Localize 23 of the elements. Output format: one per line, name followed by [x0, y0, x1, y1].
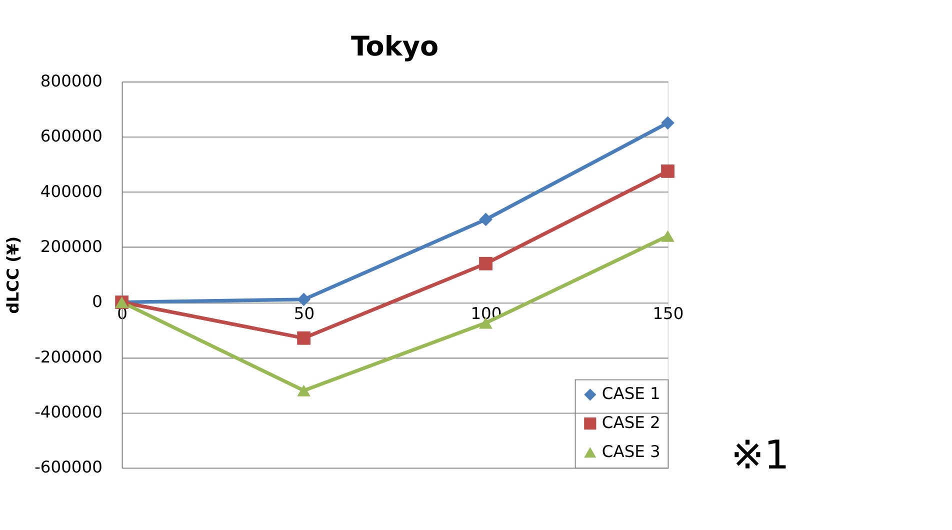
y-tick-label: 200000 — [40, 237, 102, 256]
point — [479, 256, 492, 270]
y-axis-title: dLCC (¥) — [3, 236, 22, 314]
point — [297, 331, 310, 345]
y-tick-label: 400000 — [40, 182, 102, 201]
legend-label: CASE 2 — [602, 413, 660, 432]
point — [661, 164, 674, 178]
point — [661, 230, 674, 242]
legend-label: CASE 1 — [602, 384, 660, 404]
y-tick-label: -400000 — [34, 402, 102, 422]
point — [479, 212, 492, 226]
text: ※1 — [730, 432, 790, 479]
y-tick-label: -200000 — [34, 347, 102, 366]
x-tick-label: 50 — [294, 304, 315, 323]
x-tick-label: 150 — [652, 304, 684, 323]
legend-label: CASE 3 — [602, 442, 660, 461]
chart-title: Tokyo — [350, 31, 439, 62]
y-tick-label: -600000 — [34, 458, 102, 477]
point — [297, 292, 310, 306]
point — [661, 116, 674, 130]
y-tick-label: 600000 — [40, 126, 102, 146]
point — [297, 384, 310, 396]
y-tick-label: 800000 — [40, 72, 102, 91]
